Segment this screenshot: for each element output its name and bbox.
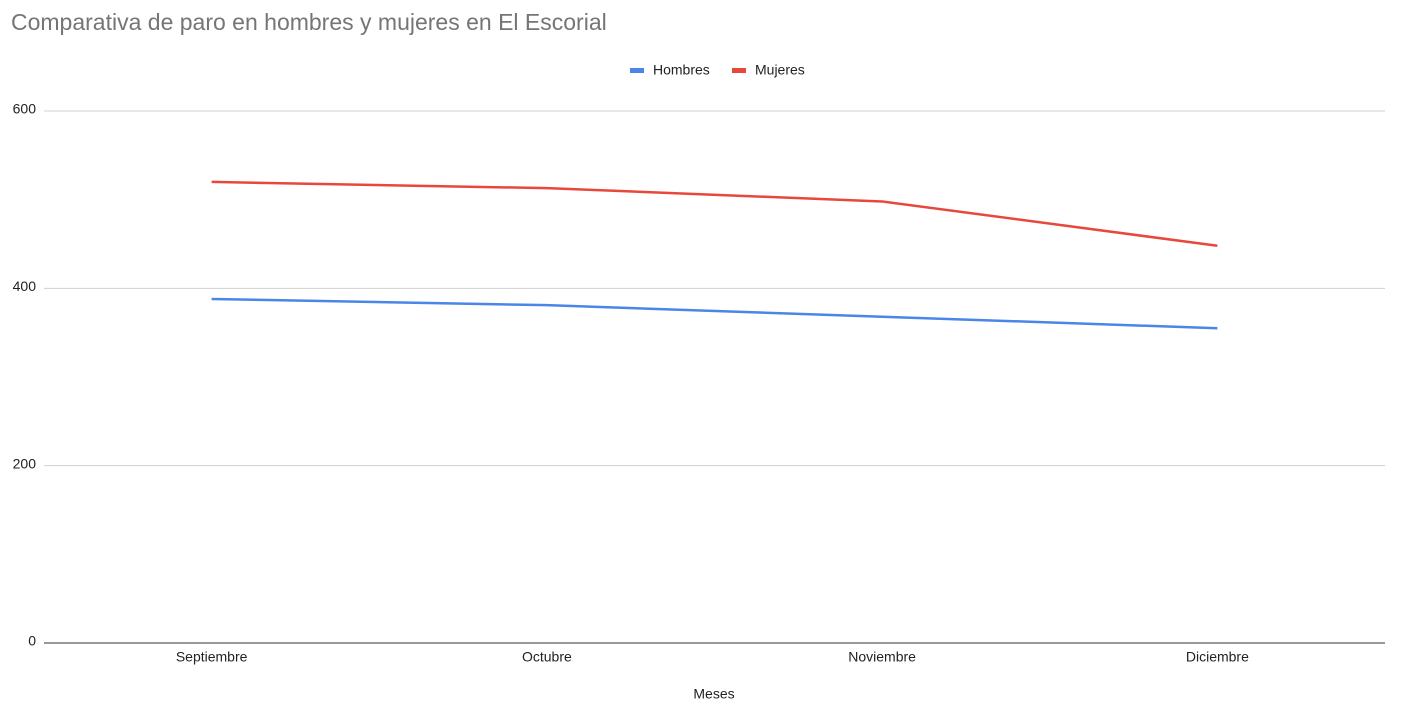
y-tick-label: 400 [13,278,37,294]
y-tick-label: 0 [28,633,36,649]
legend-label: Mujeres [755,62,805,78]
series-line [211,297,1218,330]
x-tick-label: Diciembre [1186,649,1249,665]
legend-label: Hombres [653,62,710,78]
y-tick-label: 200 [13,455,37,471]
x-tick-label: Noviembre [848,649,916,665]
series-line [211,180,1218,248]
legend-swatch [732,68,746,73]
x-tick-label: Octubre [522,649,572,665]
x-tick-label: Septiembre [176,649,248,665]
x-axis-label: Meses [693,686,734,702]
y-tick-label: 600 [13,101,37,117]
legend-swatch [630,68,644,73]
chart-title: Comparativa de paro en hombres y mujeres… [11,9,607,35]
